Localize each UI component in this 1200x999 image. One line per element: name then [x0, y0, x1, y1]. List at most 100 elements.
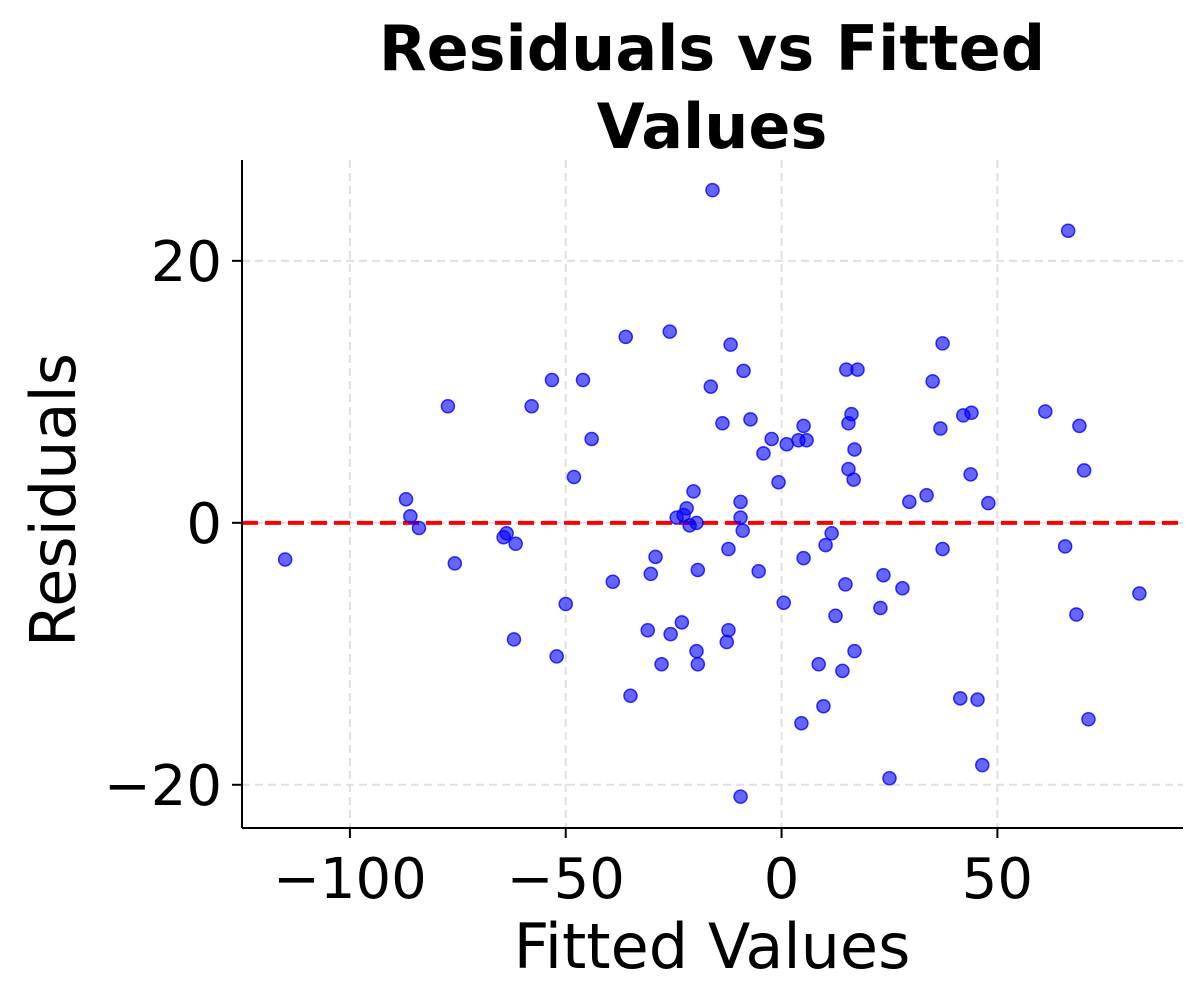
data-point — [764, 431, 779, 447]
data-point — [794, 715, 809, 731]
x-tick-label: −100 — [273, 847, 427, 912]
data-point — [873, 600, 888, 616]
data-point — [902, 494, 917, 510]
data-point — [623, 688, 638, 703]
data-point — [733, 510, 748, 525]
data-point — [277, 552, 293, 567]
data-point — [776, 595, 791, 610]
data-point — [524, 398, 539, 414]
data-point — [1132, 586, 1147, 601]
data-point — [771, 474, 786, 490]
data-point — [1081, 712, 1096, 727]
data-point — [733, 494, 748, 510]
data-point — [499, 526, 514, 541]
data-point — [447, 556, 463, 571]
data-point — [690, 657, 706, 672]
data-point — [1038, 404, 1053, 419]
data-point — [816, 698, 831, 714]
data-point — [558, 596, 573, 612]
data-point — [735, 523, 750, 538]
data-point — [719, 634, 734, 650]
data-point — [703, 379, 719, 394]
chart-title-line-1: Residuals vs Fitted — [379, 12, 1045, 85]
data-point — [756, 446, 771, 461]
data-point — [723, 337, 738, 352]
data-point — [549, 649, 564, 664]
data-point — [544, 372, 560, 388]
data-point — [690, 562, 706, 578]
data-point — [721, 541, 736, 557]
data-point — [686, 484, 701, 499]
data-point — [811, 657, 826, 672]
data-point — [1072, 418, 1087, 434]
data-point — [605, 574, 621, 590]
data-point — [1069, 607, 1084, 622]
data-point — [674, 615, 690, 630]
data-point — [689, 515, 704, 531]
data-point — [925, 374, 940, 389]
data-point — [933, 421, 948, 436]
data-point — [835, 663, 850, 679]
data-point — [882, 770, 897, 786]
data-point — [847, 643, 862, 659]
data-point — [403, 509, 418, 524]
data-point — [975, 757, 990, 773]
data-point — [970, 692, 985, 707]
data-point — [850, 362, 865, 377]
data-point — [838, 577, 853, 592]
data-point — [733, 789, 748, 804]
data-point — [935, 541, 950, 557]
data-point — [663, 626, 678, 642]
data-point — [575, 372, 591, 388]
data-point — [648, 549, 663, 565]
data-point — [1076, 463, 1092, 478]
data-point — [847, 442, 862, 457]
data-point — [1060, 223, 1076, 238]
data-point — [689, 643, 704, 659]
data-point — [440, 398, 456, 414]
x-tick-label: 50 — [962, 847, 1033, 912]
data-point — [584, 431, 599, 447]
data-point — [506, 632, 522, 647]
data-point — [796, 550, 811, 566]
y-tick-label: −20 — [104, 754, 222, 819]
data-point — [508, 536, 523, 552]
data-point — [1057, 539, 1073, 554]
x-tick-label: 0 — [764, 847, 800, 912]
y-tick-label: 20 — [151, 230, 222, 295]
data-point — [796, 418, 811, 434]
data-point — [895, 581, 910, 596]
data-point — [721, 622, 736, 638]
data-point — [824, 526, 839, 541]
data-point — [981, 495, 996, 511]
data-point — [398, 491, 414, 507]
data-point — [618, 329, 633, 345]
gridlines — [242, 160, 1183, 828]
data-point — [953, 691, 968, 706]
data-points — [277, 182, 1147, 804]
data-point — [743, 412, 758, 427]
data-point — [736, 363, 751, 379]
data-point — [662, 324, 678, 339]
data-point — [705, 182, 720, 198]
data-point — [715, 416, 730, 431]
data-point — [935, 336, 950, 351]
x-tick-label: −50 — [507, 847, 625, 912]
data-point — [818, 537, 833, 553]
data-point — [640, 622, 656, 638]
data-point — [566, 469, 582, 485]
y-tick-label: 0 — [186, 492, 222, 557]
data-point — [919, 488, 934, 503]
data-point — [643, 566, 659, 582]
data-point — [964, 405, 979, 421]
data-point — [963, 467, 978, 482]
data-point — [654, 657, 669, 672]
chart-title-line-2: Values — [597, 90, 828, 163]
data-point — [828, 608, 843, 624]
x-axis-label: Fitted Values — [514, 910, 911, 983]
data-point — [679, 501, 694, 516]
data-point — [846, 472, 861, 487]
data-point — [844, 406, 859, 422]
y-axis-label: Residuals — [17, 353, 90, 647]
